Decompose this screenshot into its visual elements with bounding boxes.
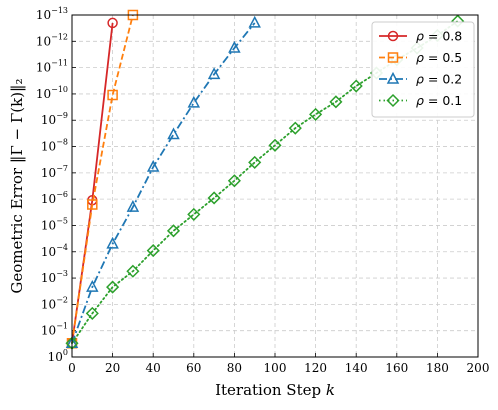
y-tick-label: 10−3 [41,269,68,285]
data-point [167,127,180,140]
legend-marker [387,30,399,42]
y-tick-label: 10−12 [36,32,68,48]
y-axis-label: Geometric Error ‖Γ − Γ(k)‖₂ [8,78,26,293]
x-tick-label: 40 [146,361,161,375]
legend-label: ρ = 0.2 [416,72,462,87]
legend-marker [386,71,400,84]
y-tick-label: 10−10 [36,85,68,101]
series-line [71,22,256,344]
y-tick-label: 10−8 [41,138,68,154]
y-tick-label: 10−5 [41,216,68,232]
legend-item-2: ρ = 0.5 [379,50,462,65]
series-3 [65,15,261,348]
data-point [268,138,282,152]
data-point [85,306,99,320]
x-tick-label: 0 [68,361,76,375]
data-point [106,236,119,249]
data-point [166,224,181,238]
plot-frame [71,14,479,358]
data-point [228,40,241,53]
x-tick-label: 200 [467,361,490,375]
legend-item-4: ρ = 0.1 [379,93,462,108]
series-line [71,14,134,344]
data-point [146,244,160,258]
data-point [126,199,140,212]
y-tick-label: 10−2 [41,295,68,311]
x-tick-label: 80 [227,361,242,375]
x-axis-label-var: k [326,381,335,399]
data-point [106,280,120,294]
data-point [187,207,201,221]
x-tick-label: 20 [105,361,120,375]
axis-ticks: 0 20 40 60 80 100 120 140 160 180 200 100 10−1 10−2 10… [36,6,490,375]
data-point [227,174,241,188]
data-point [207,67,221,80]
x-axis-label: Iteration Step k [215,381,335,399]
series-2 [66,9,139,349]
data-point [349,79,363,93]
legend: ρ = 0.8 ρ = 0.5 ρ = 0.2 ρ = 0.1 [371,21,475,118]
x-tick-label: 180 [426,361,449,375]
data-point [248,155,262,169]
legend-marker [386,93,400,108]
data-point [87,199,98,210]
legend-item-1: ρ = 0.8 [379,29,462,44]
data-point [146,159,160,172]
x-tick-label: 120 [304,361,327,375]
series-line [71,20,459,345]
data-point [107,17,118,29]
data-point [309,107,323,121]
data-point [248,15,261,28]
data-point [187,95,201,108]
data-point [207,191,221,205]
x-tick-label: 160 [385,361,408,375]
legend-label: ρ = 0.8 [416,29,462,44]
y-tick-label: 10−6 [41,190,68,206]
y-tick-label: 10−13 [36,6,68,22]
legend-box [371,21,475,118]
y-tick-label: 10−9 [41,111,68,127]
legend-label: ρ = 0.1 [416,93,462,108]
legend-item-3: ρ = 0.2 [379,72,462,87]
y-tick-label: 10−7 [41,164,68,180]
data-point [107,89,118,101]
data-point [329,95,343,109]
y-tick-label: 10−4 [41,243,68,259]
x-tick-label: 140 [345,361,368,375]
y-tick-label: 10−1 [41,322,68,338]
data-point [288,121,302,135]
data-point [86,279,99,292]
legend-marker [387,52,399,63]
x-axis-label-text: Iteration Step [215,381,326,399]
y-tick-label: 100 [48,348,68,364]
legend-label: ρ = 0.5 [416,50,462,65]
x-tick-label: 100 [264,361,287,375]
y-tick-label: 10−11 [36,59,68,75]
x-tick-label: 60 [186,361,201,375]
data-point [126,264,140,278]
